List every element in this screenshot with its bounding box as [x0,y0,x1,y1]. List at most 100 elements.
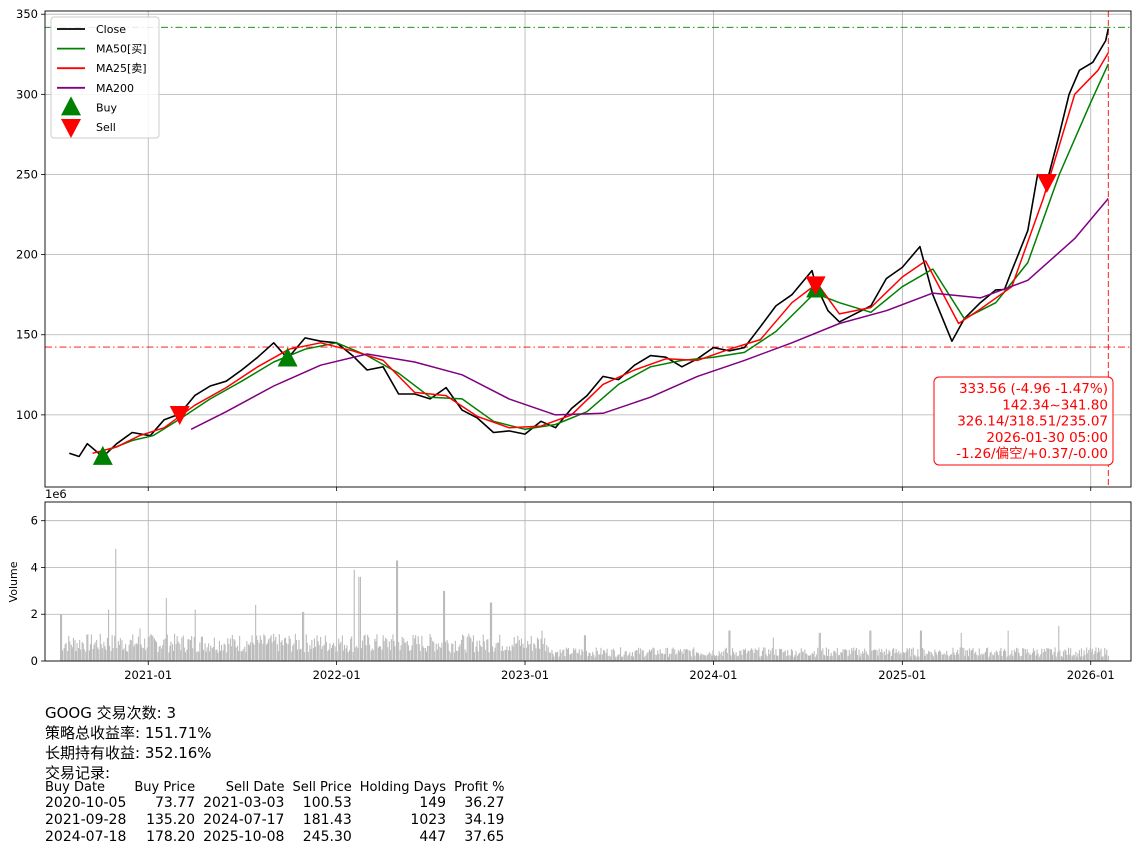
volume-bar [987,648,988,661]
volume-bar [138,637,139,661]
volume-bar [805,654,806,662]
volume-bar [969,648,970,661]
volume-bar [991,652,992,661]
volume-bar [628,654,629,661]
volume-bar [1075,652,1076,661]
volume-bar [922,648,923,661]
volume-bar [191,636,192,661]
volume-bar [877,650,878,661]
volume-bar [879,649,880,661]
volume-bar [79,640,80,661]
volume-bar [1064,650,1065,662]
volume-bar [76,651,77,661]
volume-bar [208,643,209,661]
volume-bar [903,652,904,661]
volume-bar [296,640,297,661]
volume-bar [924,650,925,661]
volume-bar [173,651,174,661]
volume-bar [142,648,143,661]
volume-bar [497,643,498,662]
volume-bar [1020,656,1021,661]
volume-bar [913,648,914,661]
volume-bar [1061,656,1062,661]
volume-bar [1050,649,1051,661]
volume-bar [788,655,789,661]
volume-bar [369,645,370,661]
volume-bar [1044,649,1045,661]
volume-bar [871,651,872,661]
volume-bar [1009,656,1010,662]
volume-bar [438,643,439,661]
volume-bar [635,652,636,662]
volume-bar [796,651,797,661]
volume-bar [739,651,740,661]
volume-bar [862,651,863,661]
volume-bar [219,641,220,661]
volume-bar [188,639,189,661]
volume-bar [338,639,339,662]
volume-bar [703,655,704,662]
volume-bar [444,591,445,661]
volume-bar [603,650,604,661]
volume-bar [899,654,900,661]
volume-bar [785,650,786,661]
volume-bar [832,656,833,661]
volume-bar [744,650,745,661]
volume-bar [492,646,493,661]
volume-bar [154,638,155,661]
volume-bar [975,652,976,661]
volume-bar [159,647,160,662]
volume-bar [821,651,822,661]
volume-bar [838,655,839,661]
volume-bar [1080,657,1081,661]
volume-bar [107,638,108,661]
volume-bar [508,650,509,661]
volume-bar [234,641,235,662]
volume-bar [1076,657,1077,661]
volume-bar [230,639,231,661]
volume-bar [886,649,887,661]
volume-bar [700,655,701,661]
volume-bar [212,648,213,661]
volume-bar [268,639,269,661]
volume-bar [559,657,560,661]
volume-bar [725,649,726,661]
volume-bar [1101,649,1102,661]
profit-cell: 36.27 [450,795,508,812]
volume-bar [402,637,403,661]
volume-bar [345,648,346,661]
volume-bar [194,637,195,661]
volume-bar [918,657,919,661]
volume-bar [680,649,681,661]
volume-bar [625,651,626,661]
volume-bar [852,651,853,661]
volume-bar [232,635,233,661]
volume-bar [83,643,84,661]
volume-bar [914,655,915,661]
volume-bar [152,636,153,661]
volume-bar [124,648,125,661]
volume-bar [351,637,352,662]
buy-date-cell: 2021-09-28 [45,812,130,829]
volume-bar [575,649,576,661]
volume-bar [199,642,200,661]
volume-bar [1057,652,1058,661]
volume-bar [292,646,293,661]
volume-bar [551,650,552,661]
volume-bar [710,654,711,661]
volume-bar [638,648,639,661]
volume-bar [849,650,850,661]
table-row: 2021-09-28 135.20 2024-07-17 181.43 1023… [45,812,508,829]
volume-bar [616,657,617,661]
volume-bar [714,655,715,661]
volume-bar [206,652,207,661]
volume-bar [197,651,198,661]
volume-bar [407,641,408,661]
volume-bar [530,644,531,661]
volume-bar [120,638,121,661]
volume-bar [178,642,179,662]
volume-bar [548,647,549,661]
volume-bar [596,648,597,662]
x-tick-label: 2024-01 [689,668,737,682]
volume-bar [443,591,444,661]
